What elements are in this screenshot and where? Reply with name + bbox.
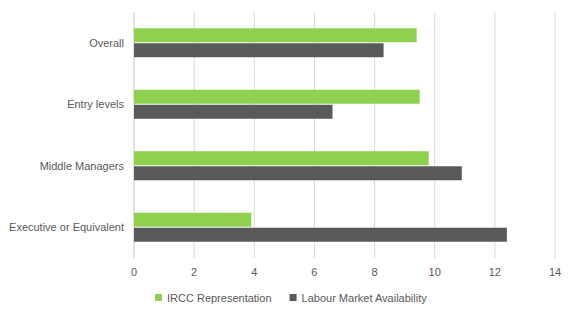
page: {"chart_data": {"type": "bar", "orientat…	[0, 0, 576, 323]
legend-swatch	[290, 294, 297, 301]
tick-label: 12	[489, 266, 501, 278]
category-label: Overall	[89, 37, 124, 49]
tick-label: 10	[429, 266, 441, 278]
grid	[134, 12, 555, 258]
legend-swatch	[155, 294, 162, 301]
chart-svg: 0 2 4 6 8 10 12 14 Overall Entry levels Middle Man…	[0, 0, 576, 323]
legend-label: Labour Market Availability	[302, 292, 428, 304]
bar	[134, 43, 384, 57]
category-label: Entry levels	[67, 98, 124, 110]
legend: IRCC Representation Labour Market Availab…	[155, 292, 427, 304]
tick-label: 8	[372, 266, 378, 278]
grid-line	[434, 12, 435, 258]
bars	[134, 28, 507, 242]
chart-container: 0 2 4 6 8 10 12 14 Overall Entry levels Middle Man…	[0, 0, 576, 323]
category-label: Middle Managers	[40, 160, 125, 172]
legend-label: IRCC Representation	[167, 292, 272, 304]
tick-label: 0	[131, 266, 137, 278]
tick-label: 14	[549, 266, 561, 278]
bar	[134, 228, 507, 242]
bar	[134, 90, 420, 104]
grid-line	[494, 12, 495, 258]
bar	[134, 151, 429, 165]
grid-line	[555, 12, 556, 258]
bar	[134, 166, 462, 180]
bar	[134, 28, 417, 42]
tick-label: 2	[191, 266, 197, 278]
bar	[134, 213, 251, 227]
category-label: Executive or Equivalent	[9, 221, 124, 233]
bar	[134, 105, 332, 119]
tick-label: 6	[311, 266, 317, 278]
tick-label: 4	[251, 266, 257, 278]
